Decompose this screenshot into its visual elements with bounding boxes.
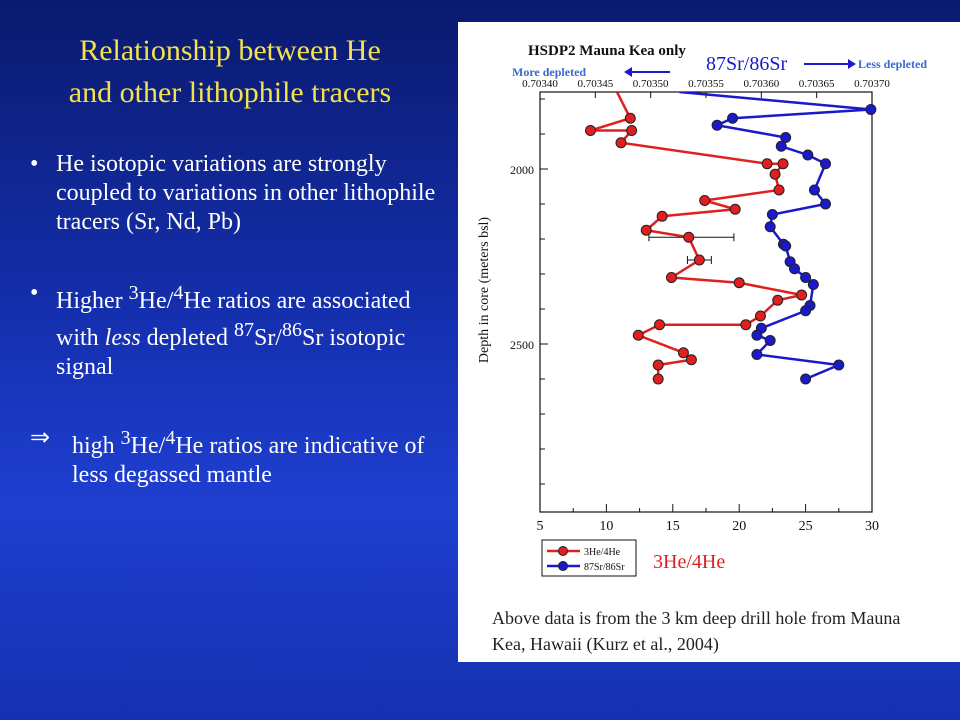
sr-data-point [751,329,763,341]
legend-he-marker [558,546,568,556]
sr-data-point [800,305,812,317]
he-data-point [796,289,808,301]
bullet-list: • He isotopic variations are strongly co… [30,150,440,532]
sr-data-point [820,198,832,210]
he-tick-label: 5 [537,519,544,534]
he-tick-label: 15 [666,519,680,534]
he-data-point [665,272,677,283]
he-data-point [772,294,784,306]
he-data-point [624,112,636,124]
he-data-point [761,158,773,170]
he-tick-label: 30 [865,519,879,534]
bullet-marker: • [30,151,39,177]
depth-profile-chart: HSDP2 Mauna Kea only 87Sr/86Sr More depl… [477,43,927,577]
he-data-point [652,373,664,385]
bullet-marker: • [30,280,39,306]
bullet-text: He isotopic variations are strongly coup… [56,151,436,235]
he-data-point [656,210,668,222]
sr-tick-label: 0.70365 [799,78,835,90]
he-data-point [584,125,596,136]
he-data-point [615,137,627,149]
sr-data-point [780,240,792,252]
bullet-text: high 3He/4He ratios are indicative of le… [72,427,425,488]
chart-title: HSDP2 Mauna Kea only [528,43,686,59]
sr-data-point [775,140,787,152]
sr-tick-label: 0.70355 [688,78,724,90]
figure-panel: HSDP2 Mauna Kea only 87Sr/86Sr More depl… [458,22,960,662]
bullet-item-3: ⇒ high 3He/4He ratios are indicative of … [30,424,440,490]
sr-data-point [808,184,820,196]
slide-title-line-1: Relationship between He [79,34,381,67]
implies-arrow-icon: ⇒ [30,425,51,451]
he-axis-label: 3He/4He [653,551,725,573]
he-data-point [729,203,741,215]
he-data-point [754,310,766,322]
sr-data-point [766,209,778,220]
legend-box [541,539,637,577]
he-tick-label: 25 [799,519,813,534]
bullet-item-1: • He isotopic variations are strongly co… [30,150,440,237]
he-tick-label: 10 [599,519,613,534]
he-data-point [626,125,638,136]
more-depleted-label: More depleted [512,65,586,79]
he-data-point [769,168,781,180]
more-depleted-arrowhead-icon [624,67,632,77]
chart-legend: 3He/4He 87Sr/86Sr [541,539,637,577]
sr-data-point [800,272,812,283]
sr-series-line [679,92,872,381]
legend-sr-label: 87Sr/86Sr [584,562,625,573]
depth-tick-label: 2500 [510,338,534,352]
less-depleted-label: Less depleted [858,57,927,71]
sr-data-point [807,279,819,290]
sr-data-point [800,373,812,385]
less-depleted-arrowhead-icon [848,59,856,69]
he-data-point [652,359,664,371]
sr-tick-label: 0.70370 [854,78,890,90]
bullet-text: Higher 3He/4He ratios are associated wit… [56,282,411,380]
depth-tick-label: 2000 [510,163,534,177]
he-data-point [683,231,695,243]
he-data-point [773,184,785,196]
he-data-point [685,354,697,366]
sr-data-point [727,112,739,124]
he-data-point [693,254,705,266]
bullet-item-2: • Higher 3He/4He ratios are associated w… [30,279,440,382]
sr-data-point [820,158,832,170]
he-data-point [640,224,652,236]
slide-title: Relationship between He and other lithop… [20,30,440,114]
sr-tick-label: 0.70340 [522,78,558,90]
y-axis-label: Depth in core (meters bsl) [477,217,492,364]
he-data-point [654,319,666,331]
sr-tick-label: 0.70360 [743,78,779,90]
he-data-point [777,158,789,170]
sr-data-point [802,149,814,161]
sr-data-point [833,359,845,371]
he-data-point [632,329,644,341]
legend-sr-marker [558,561,568,571]
sr-data-point [711,119,723,131]
he-data-point [740,319,752,331]
sr-data-point [789,263,801,275]
slide-title-line-2: and other lithophile tracers [68,76,392,109]
he-data-point [677,347,689,359]
figure-caption: Above data is from the 3 km deep drill h… [492,608,901,654]
sr-data-point [764,221,776,233]
sr-tick-label: 0.70345 [577,78,613,90]
he-tick-label: 20 [732,519,746,534]
sr-data-point [764,335,776,346]
he-data-point [733,277,745,289]
sr-data-point [780,132,792,143]
he-data-point [699,195,711,206]
sr-data-point [865,104,877,115]
legend-he-label: 3He/4He [584,547,621,558]
sr-data-point [751,349,763,360]
sr-tick-label: 0.70350 [633,78,669,90]
sr-axis-label: 87Sr/86Sr [706,53,787,75]
